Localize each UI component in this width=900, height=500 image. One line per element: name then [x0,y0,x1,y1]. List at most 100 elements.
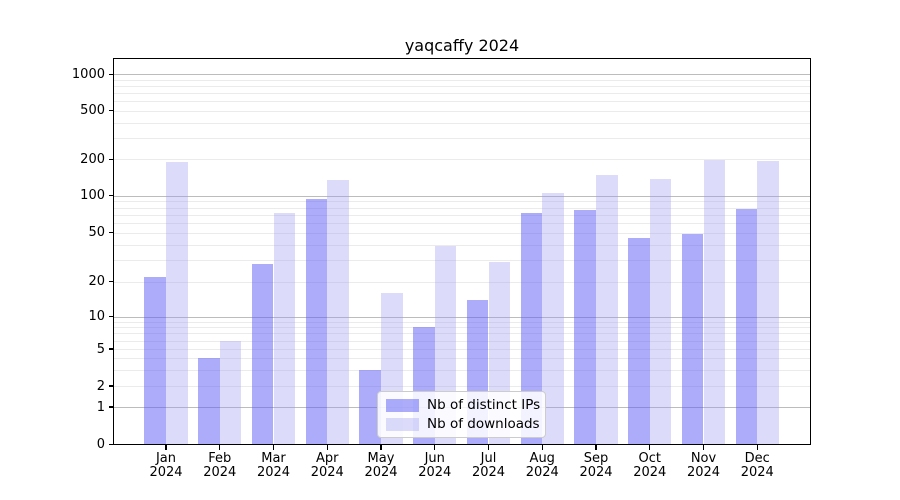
bar-apr-downloads [327,180,349,444]
bar-mar-distinct-ips [251,263,274,444]
gridline-200 [114,159,810,161]
y-tick-label-500: 500 [80,103,105,119]
legend-label-downloads: Nb of downloads [427,416,540,432]
y-tick-label-200: 200 [80,151,105,167]
x-tick-mark-may [380,445,382,450]
gridline-70 [114,214,810,216]
bar-aug-distinct-ips [520,212,543,444]
bar-may-distinct-ips [359,369,381,444]
y-tick-label-1: 1 [96,399,105,415]
y-tick-label-10: 10 [88,309,105,325]
x-tick-label-jun: Jun 2024 [418,451,452,480]
gridline-60 [114,223,810,225]
x-tick-mark-jul [487,445,490,450]
y-tick-label-100: 100 [80,188,105,204]
y-tick-label-50: 50 [88,225,105,241]
gridline-4 [114,358,810,359]
gridline-3 [114,369,810,371]
x-tick-mark-jan [165,445,167,450]
x-tick-label-apr: Apr 2024 [310,451,344,480]
gridline-600 [114,101,810,103]
legend-label-distinct-ips: Nb of distinct IPs [427,397,541,413]
x-tick-label-aug: Aug 2024 [525,451,559,480]
y-tick-mark-20 [109,281,114,283]
x-tick-label-oct: Oct 2024 [633,451,667,480]
x-tick-mark-sep [595,445,597,450]
gridline-90 [114,201,810,203]
gridline-1000 [114,74,810,76]
y-tick-mark-100 [109,195,114,197]
legend-swatch-downloads [386,417,419,431]
gridline-30 [114,260,810,262]
plot-area [113,58,811,445]
gridline-400 [114,122,810,124]
gridline-700 [114,93,810,95]
x-tick-mark-aug [541,445,543,450]
x-tick-mark-feb [219,445,221,450]
y-tick-mark-5 [109,348,114,350]
x-tick-label-dec: Dec 2024 [740,451,774,480]
gridline-6 [114,340,810,342]
bar-jan-downloads [166,162,188,444]
x-tick-mark-dec [756,445,758,450]
chart-title: yaqcaffy 2024 [404,36,520,55]
y-tick-mark-1 [109,406,114,408]
y-tick-label-0: 0 [96,437,105,452]
gridline-2 [114,386,810,387]
gridline-10 [114,316,810,318]
gridline-100 [114,195,810,197]
y-tick-mark-500 [109,110,114,112]
bar-mar-downloads [273,212,296,444]
legend-item-distinct-ips: Nb of distinct IPs [386,397,541,413]
x-tick-label-jul: Jul 2024 [471,451,506,480]
bar-apr-distinct-ips [305,198,328,444]
gridline-20 [114,281,810,283]
gridline-800 [114,86,810,88]
bar-oct-distinct-ips [628,238,650,444]
x-tick-label-sep: Sep 2024 [579,451,613,480]
y-tick-mark-10 [109,316,114,318]
gridline-300 [114,137,810,139]
legend: Nb of distinct IPs Nb of downloads [377,391,546,438]
bar-dec-downloads [757,160,779,444]
y-tick-mark-50 [109,232,114,234]
x-tick-label-jan: Jan 2024 [149,451,183,480]
bar-sep-distinct-ips [574,209,596,444]
legend-item-downloads: Nb of downloads [386,416,540,432]
y-tick-label-2: 2 [96,378,105,394]
x-tick-label-feb: Feb 2024 [203,451,237,480]
y-tick-label-20: 20 [88,274,105,290]
x-tick-mark-jun [434,445,436,450]
x-tick-mark-apr [326,445,328,450]
legend-swatch-distinct-ips [386,398,419,412]
bar-feb-downloads [219,340,242,444]
gridline-500 [114,110,810,112]
gridline-50 [114,232,810,234]
x-tick-label-may: May 2024 [364,451,398,480]
gridline-5 [114,349,810,350]
bar-dec-distinct-ips [735,209,758,444]
bar-oct-downloads [649,178,672,444]
gridline-8 [114,327,810,329]
gridline-9 [114,321,810,323]
x-tick-mark-nov [702,445,705,450]
bar-jan-distinct-ips [144,276,166,444]
x-tick-mark-mar [272,445,275,450]
bar-feb-distinct-ips [198,358,220,444]
bar-sep-downloads [596,175,618,444]
gridline-80 [114,207,810,209]
bar-nov-distinct-ips [681,233,704,444]
gridline-40 [114,244,810,246]
gridline-7 [114,333,810,335]
y-tick-label-1000: 1000 [71,66,105,82]
x-tick-mark-oct [649,445,651,450]
y-tick-mark-200 [109,158,114,160]
x-tick-label-mar: Mar 2024 [256,451,291,480]
y-tick-mark-2 [109,385,114,387]
bar-aug-downloads [542,192,564,444]
y-tick-mark-0 [109,443,114,446]
x-tick-label-nov: Nov 2024 [686,451,721,480]
y-tick-mark-1000 [109,73,114,75]
bar-nov-downloads [703,160,726,444]
